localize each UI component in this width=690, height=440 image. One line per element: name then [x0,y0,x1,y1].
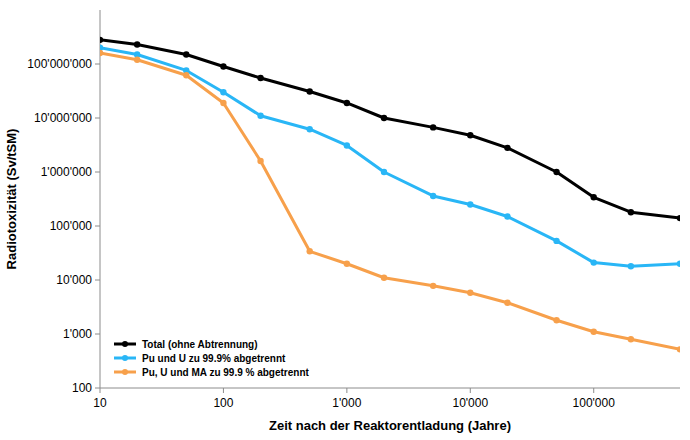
series-marker [134,41,140,47]
y-tick-label: 1'000'000 [41,165,93,179]
series-marker [257,113,263,119]
series-marker [307,88,313,94]
y-tick [95,64,100,65]
chart: 100 1'000 10'000 100'000 1'000'000 10'000'000… [0,0,690,440]
legend-marker [122,355,128,361]
legend-marker [122,369,128,375]
series-marker [430,283,436,289]
series-marker [307,248,313,254]
series-marker [591,329,597,335]
x-tick [346,388,347,393]
x-tick [100,388,101,393]
series-marker [220,63,226,69]
series-marker [591,259,597,265]
series-marker [344,261,350,267]
legend-label: Total (ohne Abtrennung) [142,339,258,350]
series-marker [344,142,350,148]
x-tick-label: 100 [213,396,233,410]
series-marker [628,336,634,342]
y-tick [95,118,100,119]
y-tick-label: 1'000 [63,327,92,341]
legend-label: Pu und U zu 99.9% abgetrennt [142,353,286,364]
series-line [100,53,680,349]
series-line [100,40,680,218]
x-tick [223,388,224,393]
legend-label: Pu, U und MA zu 99.9 % abgetrennt [142,367,310,378]
x-tick-label: 100'000 [573,396,616,410]
legend: Total (ohne Abtrennung) Pu und U zu 99.9%… [114,339,310,378]
series-marker [183,72,189,78]
x-axis-line [100,388,680,389]
series-marker [504,299,510,305]
series-marker [381,275,387,281]
series-marker [467,201,473,207]
series-marker [344,100,350,106]
x-tick-label: 10 [93,396,107,410]
series-marker [677,215,680,221]
series-marker [430,193,436,199]
series-marker [100,37,103,43]
y-tick-label: 100'000'000 [27,57,92,71]
series-marker [553,238,559,244]
series-marker [100,50,103,56]
series-marker [220,89,226,95]
plot-area [100,37,680,353]
series-marker [257,75,263,81]
series-marker [467,290,473,296]
series-marker [220,100,226,106]
series-marker [307,126,313,132]
y-tick-label: 100'000 [50,219,93,233]
y-tick [95,280,100,281]
series-marker [504,213,510,219]
series-marker [257,158,263,164]
y-tick [95,172,100,173]
series-marker [628,263,634,269]
series-marker [591,194,597,200]
series-marker [553,317,559,323]
y-tick [95,388,100,389]
x-tick [593,388,594,393]
y-tick [95,226,100,227]
y-tick-label: 10'000'000 [34,111,92,125]
series-marker [677,261,680,267]
y-axis-label: Radiotoxizität (Sv/tSM) [4,129,19,270]
series-marker [381,169,387,175]
series-marker [677,346,680,352]
x-axis-label: Zeit nach der Reaktorentladung (Jahre) [269,418,511,433]
series-marker [381,115,387,121]
x-tick [470,388,471,393]
series-marker [430,124,436,130]
y-axis-line [100,10,101,388]
y-tick [95,334,100,335]
y-tick-label: 100 [72,381,92,395]
series-marker [504,145,510,151]
series-marker [628,209,634,215]
series-line [100,48,680,266]
legend-marker [122,341,128,347]
series-marker [183,51,189,57]
series-marker [134,57,140,63]
y-tick-label: 10'000 [56,273,92,287]
x-tick-label: 10'000 [452,396,488,410]
series-marker [553,169,559,175]
x-tick-label: 1'000 [332,396,361,410]
series-marker [467,132,473,138]
